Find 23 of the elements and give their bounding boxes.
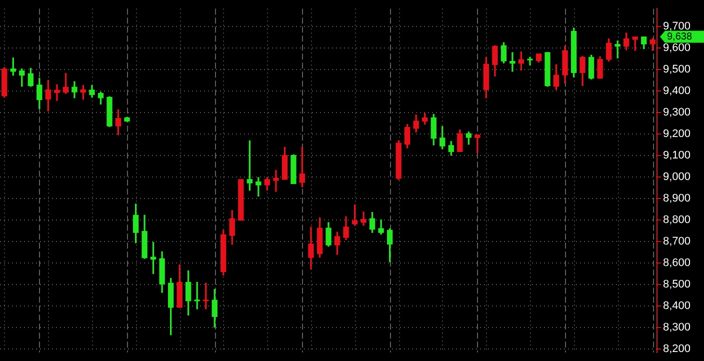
candlestick [510, 52, 516, 72]
candlestick [474, 134, 480, 154]
y-tick-label: 8,700 [663, 236, 691, 248]
candlestick [54, 84, 60, 102]
text: 9,638 [667, 32, 692, 43]
y-tick-label: 9,600 [663, 42, 691, 54]
y-tick-label: 9,100 [663, 150, 691, 162]
y-tick-label: 9,400 [663, 85, 691, 98]
candlestick [273, 170, 279, 192]
candlestick [527, 56, 533, 66]
y-tick-label: 9,200 [663, 128, 691, 140]
y-tick-label: 8,800 [663, 214, 691, 226]
y-tick-label: 8,400 [663, 300, 691, 312]
y-tick-label: 9,500 [663, 64, 691, 76]
y-tick-label: 9,000 [663, 171, 691, 184]
y-tick-label: 9,300 [663, 106, 691, 119]
y-tick-label: 8,900 [663, 192, 691, 205]
y-tick-label: 9,700 [663, 20, 691, 32]
y-tick-label: 8,600 [663, 257, 691, 270]
y-tick-label: 8,300 [663, 322, 691, 334]
candlestick [256, 177, 262, 197]
y-tick-label: 8,200 [663, 343, 691, 356]
y-tick-label: 8,500 [663, 278, 691, 291]
